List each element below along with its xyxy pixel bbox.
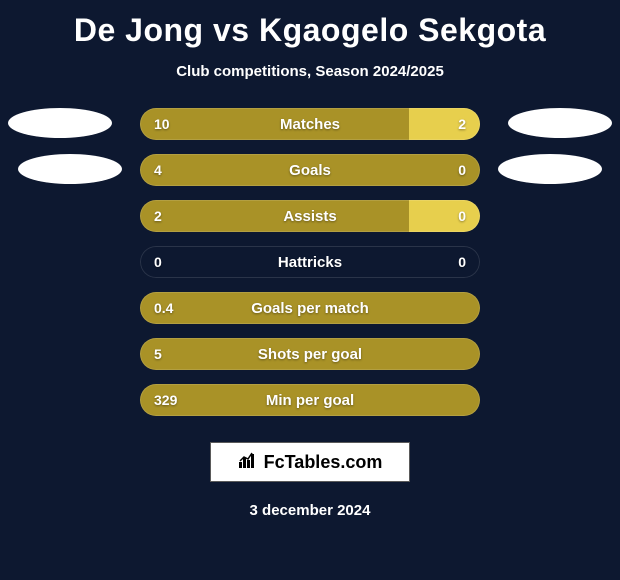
metric-value-left: 0	[154, 246, 162, 278]
comparison-area: Matches102 Goals40 Assists20 Hattricks0 0 Goa…	[0, 108, 620, 416]
metric-row: Hattricks0 0	[140, 246, 480, 278]
player-right-ellipse-2	[498, 154, 602, 184]
metric-value-right: 0	[458, 246, 466, 278]
metric-bar-left	[140, 108, 409, 140]
metric-row: Assists20	[140, 200, 480, 232]
page-subtitle: Club competitions, Season 2024/2025	[0, 63, 620, 80]
metric-bar-left	[140, 338, 480, 370]
metric-row: Shots per goal5	[140, 338, 480, 370]
metric-row: Min per goal329	[140, 384, 480, 416]
footer-logo: FcTables.com	[210, 442, 410, 482]
metric-bar-left	[140, 384, 480, 416]
metric-row: Goals40	[140, 154, 480, 186]
bars-container: Matches102 Goals40 Assists20 Hattricks0 0 Goa…	[140, 108, 480, 416]
player-right-ellipse-1	[508, 108, 612, 138]
page-date: 3 december 2024	[0, 502, 620, 519]
footer-brand-text: FcTables.com	[264, 452, 383, 473]
metric-bar-left	[140, 154, 480, 186]
metric-row: Goals per match0.4	[140, 292, 480, 324]
player-left-ellipse-2	[18, 154, 122, 184]
metric-label: Hattricks	[140, 246, 480, 278]
metric-row: Matches102	[140, 108, 480, 140]
page-title: De Jong vs Kgaogelo Sekgota	[0, 0, 620, 49]
metric-bar-left	[140, 200, 409, 232]
player-left-ellipse-1	[8, 108, 112, 138]
metric-bar-border	[140, 246, 480, 278]
chart-icon	[238, 452, 258, 473]
metric-bar-left	[140, 292, 480, 324]
metric-bar-right	[409, 108, 480, 140]
metric-bar-right	[409, 200, 480, 232]
